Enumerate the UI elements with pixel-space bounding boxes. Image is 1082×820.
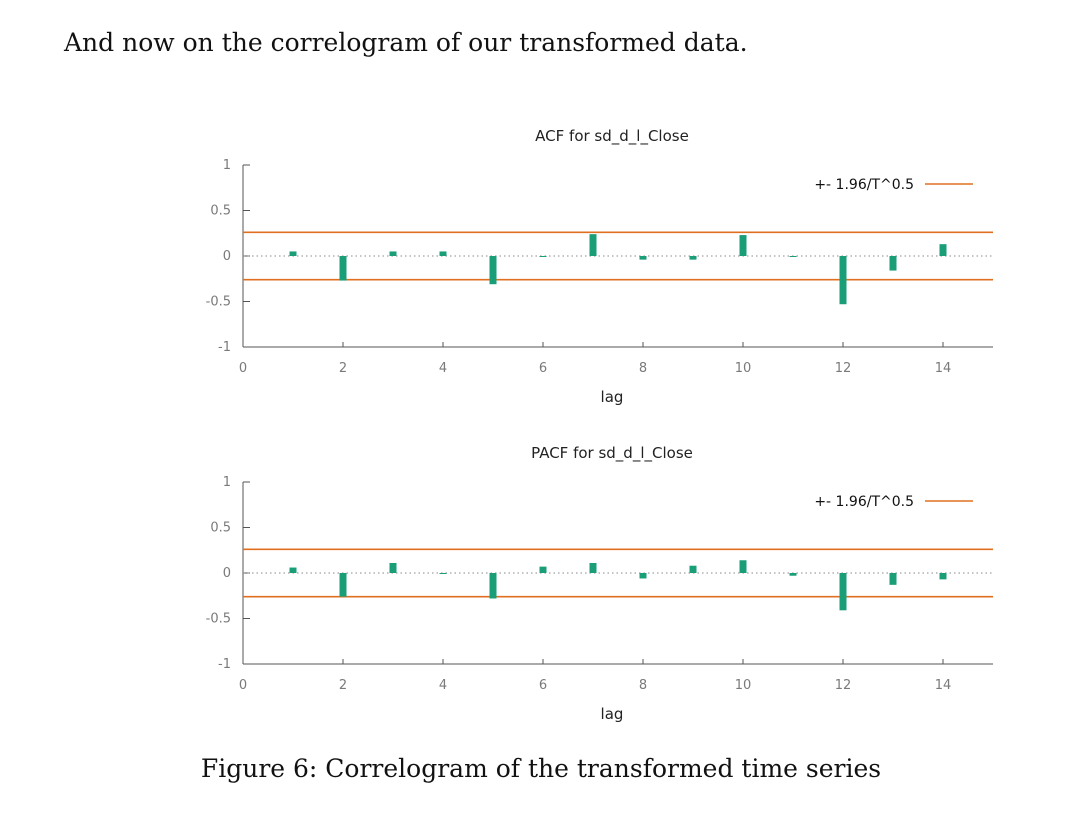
bar-lag-1 <box>289 567 297 573</box>
x-tick-label: 8 <box>639 361 647 376</box>
intro-paragraph: And now on the correlogram of our transf… <box>64 28 748 57</box>
bar-lag-10 <box>739 235 747 256</box>
x-tick-label: 14 <box>935 361 952 376</box>
x-tick-label: 2 <box>339 678 347 693</box>
chart-panel-acf: ACF for sd_d_l_Close 1 0.5 0 -0.5 -1 0 2 4 6 8 10 12… <box>206 127 993 406</box>
bar-lag-12 <box>839 256 847 305</box>
y-tick-label: 0.5 <box>210 204 231 219</box>
legend-label: +- 1.96/T^0.5 <box>814 494 914 510</box>
bar-lag-7 <box>589 234 597 256</box>
y-tick-label: 1 <box>223 158 231 173</box>
x-axis-label: lag <box>601 388 624 406</box>
x-tick-label: 14 <box>935 678 952 693</box>
x-tick-label: 2 <box>339 361 347 376</box>
bar-lag-9 <box>689 256 697 260</box>
bar-lag-13 <box>889 573 897 585</box>
bar-lag-11 <box>789 573 797 576</box>
y-tick-label: -1 <box>218 340 231 355</box>
y-tick-label: 0 <box>223 566 231 581</box>
bar-lag-3 <box>389 562 397 573</box>
y-tick-label: -0.5 <box>206 612 231 627</box>
chart-title: PACF for sd_d_l_Close <box>531 444 693 463</box>
bar-lag-11 <box>789 256 797 257</box>
y-tick-label: 0 <box>223 249 231 264</box>
figure-caption: Figure 6: Correlogram of the transformed… <box>200 754 882 783</box>
x-tick-label: 12 <box>835 678 852 693</box>
legend-label: +- 1.96/T^0.5 <box>814 177 914 193</box>
bar-lag-14 <box>939 244 947 256</box>
bar-lag-12 <box>839 573 847 611</box>
x-axis-label: lag <box>601 705 624 723</box>
x-tick-label: 8 <box>639 678 647 693</box>
bar-lag-4 <box>439 573 447 574</box>
bar-lag-6 <box>539 256 547 257</box>
x-tick-label: 0 <box>239 361 247 376</box>
bar-lag-2 <box>339 256 347 281</box>
y-tick-label: 0.5 <box>210 521 231 536</box>
bar-lag-9 <box>689 565 697 573</box>
x-tick-label: 10 <box>735 678 752 693</box>
x-tick-label: 4 <box>439 678 447 693</box>
x-tick-label: 4 <box>439 361 447 376</box>
x-tick-label: 6 <box>539 361 547 376</box>
bar-lag-5 <box>489 573 497 599</box>
bar-lag-4 <box>439 251 447 256</box>
y-tick-label: 1 <box>223 475 231 490</box>
x-tick-label: 12 <box>835 361 852 376</box>
chart-title: ACF for sd_d_l_Close <box>535 127 689 146</box>
bar-lag-1 <box>289 251 297 256</box>
bar-lag-8 <box>639 256 647 260</box>
bar-lag-14 <box>939 573 947 580</box>
bar-lag-10 <box>739 560 747 573</box>
x-tick-label: 6 <box>539 678 547 693</box>
x-tick-label: 10 <box>735 361 752 376</box>
bar-lag-5 <box>489 256 497 285</box>
x-tick-label: 0 <box>239 678 247 693</box>
bar-lag-3 <box>389 251 397 256</box>
bar-lag-8 <box>639 573 647 579</box>
bar-lag-2 <box>339 573 347 597</box>
bar-lag-13 <box>889 256 897 271</box>
y-tick-label: -1 <box>218 657 231 672</box>
bar-lag-6 <box>539 566 547 573</box>
y-tick-label: -0.5 <box>206 295 231 310</box>
bar-lag-7 <box>589 562 597 573</box>
chart-panel-pacf: PACF for sd_d_l_Close 1 0.5 0 -0.5 -1 0 2 4 6 8 10 1… <box>206 444 993 723</box>
